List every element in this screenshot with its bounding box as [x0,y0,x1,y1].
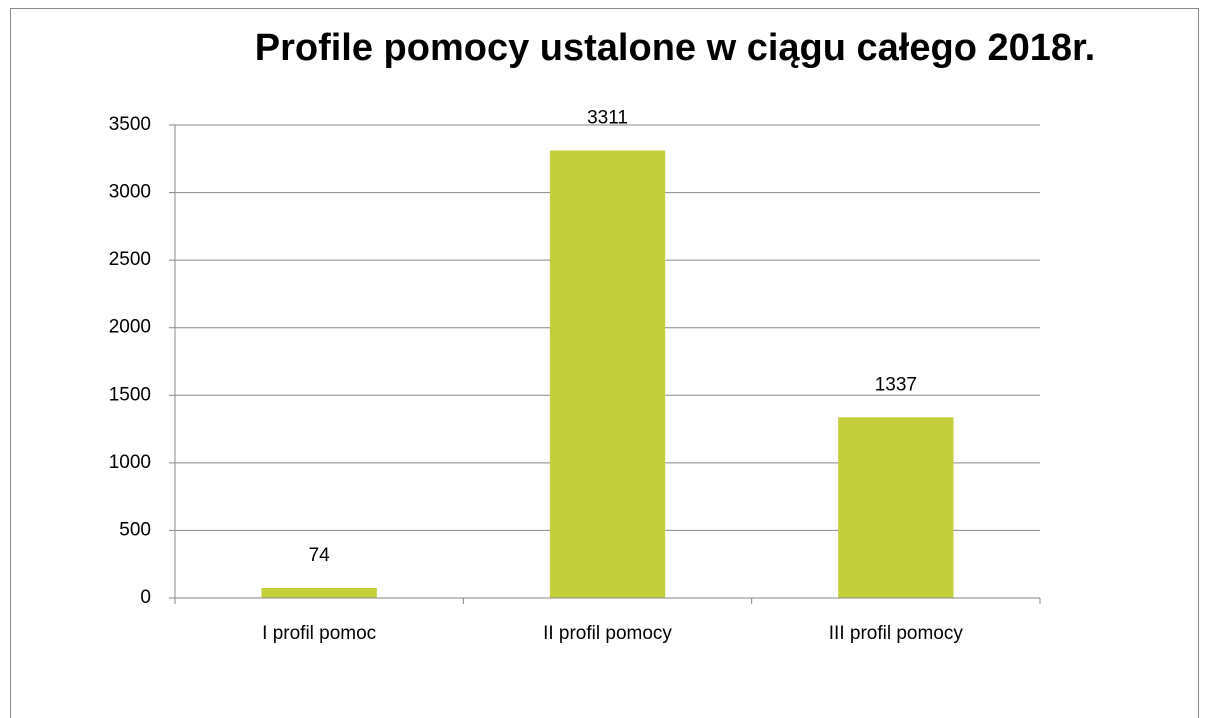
y-tick-label: 1000 [109,452,151,473]
x-tick-label: III profil pomocy [829,623,964,644]
chart-title: Profile pomocy ustalone w ciągu całego 2… [255,27,1096,69]
x-tick-label: I profil pomoc [262,623,376,644]
data-label: 1337 [875,374,917,395]
bar [261,587,377,598]
y-tick-label: 0 [140,587,151,608]
chart-border [10,8,1199,718]
y-tick-label: 500 [119,519,151,540]
y-tick-label: 1500 [109,384,151,405]
y-tick-label: 3500 [109,114,151,135]
x-tick-label: II profil pomocy [543,623,672,644]
bar [549,150,666,599]
y-tick-label: 2500 [109,249,151,270]
data-label: 74 [309,545,331,566]
y-tick-label: 3000 [109,182,151,203]
y-tick-label: 2000 [109,317,151,338]
data-label: 3311 [587,108,628,129]
bar [838,417,954,598]
